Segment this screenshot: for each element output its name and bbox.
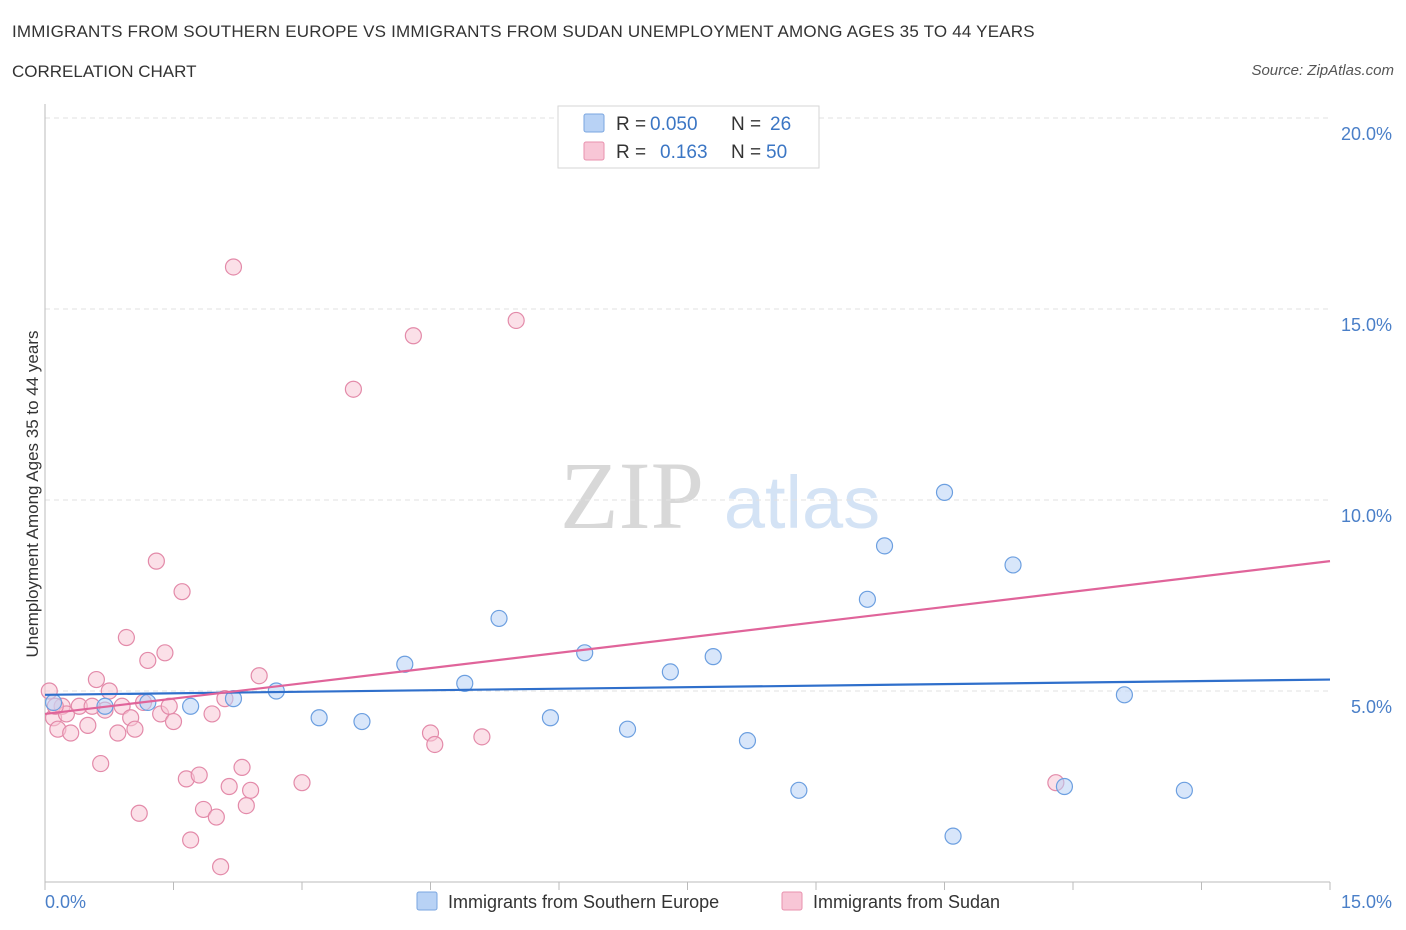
point-southern-europe [858, 590, 877, 608]
point-sudan [62, 724, 80, 742]
trend-lines [44, 560, 1331, 716]
point-sudan [164, 712, 183, 731]
point-southern-europe [396, 655, 414, 673]
legend-n-value-2: 50 [766, 142, 787, 163]
watermark-zip: ZIP [560, 442, 704, 549]
legend-n-label-2: N = [731, 142, 761, 163]
point-sudan [220, 777, 238, 796]
point-southern-europe [738, 732, 757, 750]
point-southern-europe [456, 674, 474, 692]
point-southern-europe [704, 648, 722, 666]
point-sudan [117, 628, 135, 647]
chart-subtitle: CORRELATION CHART [12, 62, 197, 81]
point-sudan [194, 800, 213, 819]
point-sudan [173, 583, 191, 601]
point-southern-europe [661, 663, 679, 681]
legend-r-label-2: R = [616, 142, 646, 163]
x-tick-label: 15.0% [1341, 892, 1392, 912]
point-sudan [237, 796, 255, 815]
trend-line-southern-europe [44, 678, 1331, 696]
point-southern-europe [1115, 686, 1134, 704]
point-southern-europe [1055, 777, 1074, 796]
legend-top: R = 0.050 N = 26 R = 0.163 N = 50 [557, 105, 820, 169]
point-sudan [473, 728, 491, 746]
source-label: Source: ZipAtlas.com [1251, 62, 1394, 79]
point-sudan [207, 808, 225, 826]
point-sudan [109, 724, 127, 742]
legend-n-label-1: N = [731, 114, 761, 135]
point-sudan [79, 716, 97, 734]
legend-bottom-label-southern-europe: Immigrants from Southern Europe [448, 892, 719, 912]
point-sudan [92, 754, 110, 773]
legend-bottom-label-sudan: Immigrants from Sudan [813, 892, 1000, 912]
point-southern-europe [576, 644, 594, 662]
y-tick-label: 15.0% [1341, 315, 1392, 335]
y-tick-label: 20.0% [1341, 124, 1392, 144]
point-sudan [203, 705, 221, 723]
point-sudan [426, 735, 444, 754]
legend-r-value-2: 0.163 [660, 142, 708, 163]
point-sudan [156, 644, 174, 662]
point-sudan [100, 682, 118, 700]
y-tick-label: 5.0% [1351, 697, 1392, 717]
point-sudan [139, 651, 157, 670]
point-sudan [233, 758, 251, 777]
point-sudan [293, 774, 311, 792]
point-sudan [147, 552, 165, 570]
point-southern-europe [1175, 781, 1193, 799]
trend-line-sudan [44, 560, 1331, 716]
y-tick-label: 10.0% [1341, 506, 1392, 526]
point-sudan [130, 804, 148, 822]
legend-bottom-swatch-sudan [781, 891, 803, 911]
x-tick-label: 0.0% [45, 892, 86, 912]
point-sudan [242, 781, 260, 799]
y-axis-label: Unemployment Among Ages 35 to 44 years [23, 331, 42, 658]
point-sudan [182, 831, 200, 849]
watermark: ZIP atlas [560, 442, 880, 549]
legend-bottom: Immigrants from Southern Europe Immigran… [416, 891, 1000, 912]
point-southern-europe [310, 709, 328, 727]
legend-swatch-sudan [583, 141, 605, 161]
legend-r-value-1: 0.050 [650, 114, 698, 135]
point-sudan [190, 766, 208, 784]
point-southern-europe [541, 709, 560, 727]
legend-swatch-southern-europe [583, 113, 605, 133]
legend-r-label-1: R = [616, 114, 646, 135]
point-sudan [212, 858, 230, 876]
legend-n-value-1: 26 [770, 114, 791, 135]
point-southern-europe [875, 537, 894, 555]
point-southern-europe [353, 712, 371, 731]
point-sudan [344, 380, 362, 398]
point-sudan [87, 670, 106, 689]
legend-bottom-swatch-southern-europe [416, 891, 438, 911]
point-sudan [250, 667, 268, 685]
point-sudan [404, 327, 422, 345]
point-southern-europe [490, 609, 508, 628]
point-southern-europe [44, 693, 63, 712]
watermark-atlas: atlas [724, 461, 880, 544]
data-points [40, 258, 1193, 876]
point-southern-europe [935, 483, 954, 501]
point-southern-europe [182, 697, 200, 715]
chart-title: IMMIGRANTS FROM SOUTHERN EUROPE VS IMMIG… [12, 22, 1035, 41]
point-sudan [224, 258, 243, 276]
point-southern-europe [1004, 556, 1022, 574]
point-sudan [507, 311, 525, 330]
point-southern-europe [944, 827, 962, 845]
grid-lines [45, 117, 1330, 692]
point-southern-europe [618, 720, 637, 738]
point-southern-europe [790, 781, 808, 799]
point-sudan [126, 720, 144, 738]
axes: 5.0% 10.0% 15.0% 20.0% 0.0% 15.0% [44, 104, 1392, 912]
